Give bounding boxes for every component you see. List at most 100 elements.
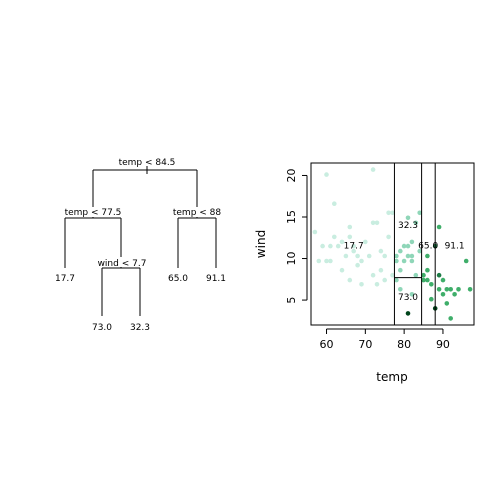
data-point: [347, 277, 353, 283]
data-point: [390, 210, 395, 216]
y-tick-label: 15: [285, 210, 298, 224]
data-point: [339, 267, 345, 273]
data-point: [351, 248, 357, 254]
data-point: [421, 277, 426, 283]
data-point: [429, 282, 434, 287]
data-point: [456, 287, 461, 292]
region-label: 73.0: [398, 293, 418, 303]
data-point: [405, 311, 411, 316]
data-point: [324, 172, 329, 177]
data-point: [351, 243, 357, 249]
tree-labels: temp < 84.5 temp < 77.5 temp < 88 wind <…: [55, 156, 226, 333]
right-label-bg: [175, 207, 219, 217]
data-point: [374, 282, 380, 287]
data-point: [467, 287, 473, 292]
data-point: [355, 253, 360, 259]
data-point: [398, 287, 403, 292]
data-point: [409, 253, 415, 259]
y-tick-label: 20: [285, 168, 298, 182]
y-tick-label: 10: [285, 252, 298, 266]
data-point: [394, 277, 399, 283]
region-labels: 17.7 32.3 65.0 91.1 73.0: [344, 221, 465, 303]
points-layer: [312, 167, 473, 321]
data-point: [394, 258, 399, 264]
data-point: [343, 253, 349, 259]
data-point: [386, 234, 391, 240]
data-point: [448, 287, 454, 292]
data-point: [312, 229, 318, 235]
data-point: [409, 292, 415, 297]
data-point: [440, 292, 446, 297]
x-tick-label: 60: [320, 338, 334, 351]
plot-frame: [310, 162, 475, 326]
data-point: [398, 248, 403, 254]
regression-tree: [64, 166, 217, 316]
data-point: [332, 234, 337, 240]
partition-scatter-plot: 17.7 32.3 65.0 91.1 73.0 60 70 80 90 5 10 15 20 te…: [254, 162, 475, 384]
data-point: [335, 243, 341, 249]
data-point: [394, 253, 399, 259]
data-point: [332, 201, 337, 206]
wind-split-label: wind < 7.7: [98, 259, 147, 269]
data-point: [429, 296, 434, 302]
x-tick-label: 80: [397, 338, 411, 351]
data-point: [440, 277, 446, 283]
data-point: [405, 243, 411, 249]
x-tick-label: 90: [436, 338, 450, 351]
data-point: [355, 262, 360, 268]
leaf-32-3: 32.3: [130, 323, 150, 333]
split-lines: [393, 163, 436, 325]
root-split-label: temp < 84.5: [119, 158, 176, 168]
leaf-91-1: 91.1: [206, 274, 226, 284]
data-point: [390, 272, 395, 278]
right-split-label: temp < 88: [173, 208, 222, 218]
data-point: [401, 243, 407, 249]
data-point: [324, 258, 329, 264]
data-point: [386, 210, 391, 216]
leaf-65-0: 65.0: [168, 274, 188, 284]
data-point: [452, 292, 457, 297]
data-point: [436, 224, 442, 230]
data-point: [359, 258, 364, 264]
region-label: 91.1: [445, 242, 465, 252]
data-point: [417, 248, 423, 254]
data-point: [425, 267, 430, 273]
data-point: [421, 272, 426, 278]
data-point: [413, 220, 419, 226]
wind-label-bg: [99, 257, 145, 267]
data-point: [444, 301, 450, 306]
leaf-17-7: 17.7: [55, 274, 75, 284]
data-point: [425, 277, 430, 283]
root-label-bg: [120, 156, 172, 166]
data-point: [320, 243, 325, 249]
data-point: [339, 239, 345, 245]
data-point: [363, 239, 368, 245]
data-point: [409, 239, 415, 245]
data-point: [405, 215, 411, 221]
data-point: [378, 248, 384, 254]
data-point: [382, 253, 388, 259]
data-point: [436, 272, 442, 278]
data-point: [370, 272, 376, 278]
x-axis: 60 70 80 90: [320, 328, 450, 351]
data-point: [444, 287, 450, 292]
x-tick-label: 70: [358, 338, 372, 351]
left-label-bg: [68, 207, 118, 217]
data-point: [463, 258, 469, 264]
data-point: [401, 258, 407, 264]
data-point: [370, 167, 376, 172]
data-point: [370, 220, 376, 226]
region-label: 32.3: [398, 221, 418, 231]
y-axis: 5 10 15 20: [285, 168, 308, 304]
left-split-label: temp < 77.5: [65, 208, 122, 218]
region-label: 17.7: [344, 242, 364, 252]
data-point: [448, 316, 454, 321]
data-point: [347, 224, 353, 230]
data-point: [436, 287, 442, 292]
y-axis-label: wind: [254, 230, 268, 258]
data-point: [382, 277, 388, 283]
data-point: [378, 267, 384, 273]
data-point: [316, 258, 322, 264]
data-point: [366, 253, 372, 259]
